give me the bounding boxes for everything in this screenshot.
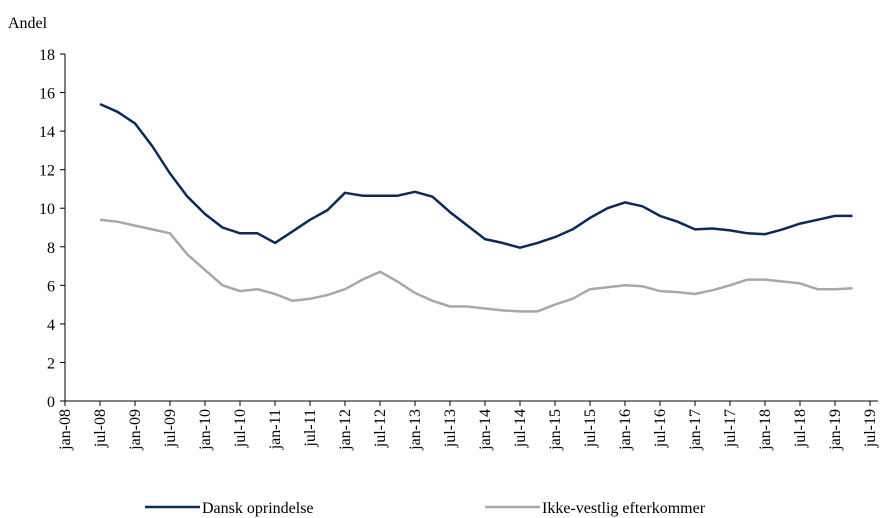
x-tick-label: jan-16 — [617, 409, 634, 451]
x-tick-label: jan-13 — [407, 409, 424, 451]
x-tick-label: jan-09 — [127, 409, 144, 451]
series-line — [99, 102, 853, 249]
y-tick-label: 0 — [47, 394, 55, 411]
series-line — [99, 218, 853, 313]
legend-label: Dansk oprindelse — [202, 500, 314, 517]
y-tick-label: 10 — [39, 201, 55, 218]
y-tick-label: 2 — [47, 355, 55, 372]
y-tick-label: 14 — [39, 124, 55, 141]
x-tick-label: jul-12 — [372, 409, 389, 448]
y-tick-label: 16 — [39, 86, 55, 103]
x-tick-label: jan-18 — [757, 409, 774, 451]
x-tick-label: jan-15 — [547, 409, 564, 451]
x-tick-label: jan-19 — [827, 409, 844, 451]
x-tick-label: jul-13 — [442, 409, 459, 448]
x-tick-label: jul-17 — [722, 409, 739, 448]
y-tick-label: 6 — [47, 278, 55, 295]
x-tick-label: jul-15 — [582, 409, 599, 448]
x-tick-label: jul-11 — [302, 409, 319, 448]
x-tick-label: jan-11 — [267, 409, 284, 450]
legend-label: Ikke-vestlig efterkommer — [542, 500, 706, 517]
y-tick-label: 12 — [39, 163, 55, 180]
y-tick-label: 18 — [39, 47, 55, 64]
x-tick-label: jan-14 — [477, 409, 494, 451]
x-tick-label: jul-09 — [162, 409, 179, 448]
x-tick-label: jul-14 — [512, 409, 529, 448]
y-tick-label: 8 — [47, 240, 55, 257]
x-tick-label: jan-08 — [57, 409, 74, 451]
x-tick-label: jan-17 — [687, 409, 704, 451]
x-tick-label: jul-19 — [862, 409, 879, 448]
y-tick-label: 4 — [47, 317, 55, 334]
x-tick-label: jul-08 — [92, 409, 109, 448]
x-tick-label: jul-10 — [232, 409, 249, 448]
x-tick-label: jan-10 — [197, 409, 214, 451]
x-tick-label: jul-16 — [652, 409, 669, 448]
x-tick-label: jan-12 — [337, 409, 354, 451]
y-axis-label: Andel — [8, 15, 48, 32]
x-tick-label: jul-18 — [792, 409, 809, 448]
